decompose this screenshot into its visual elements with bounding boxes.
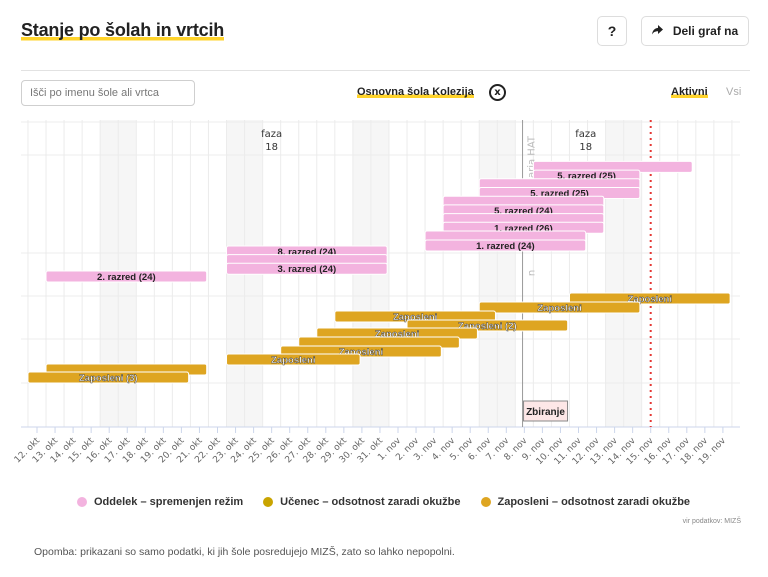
weekend-band (479, 120, 498, 427)
share-label: Deli graf na (672, 24, 739, 38)
share-button[interactable]: Deli graf na (641, 16, 749, 46)
legend-dot-ucenec (263, 497, 274, 507)
bar-label: Zaposleni (375, 329, 419, 340)
chart-legend: Oddelek – spremenjen režim Učenec – odso… (77, 496, 690, 508)
bar-rect (424, 239, 587, 252)
bar-label: 5. razred (24) (494, 206, 553, 217)
bar-rect (478, 301, 641, 314)
bar-rect (226, 262, 388, 275)
bar-label: Zaposleni (628, 294, 672, 305)
weekend-band (497, 120, 516, 427)
legend-item-oddelek[interactable]: Oddelek – spremenjen režim (77, 496, 243, 508)
footnote: Opomba: prikazani so samo podatki, ki ji… (34, 546, 455, 558)
bar-rect (568, 292, 731, 305)
legend-item-zaposleni[interactable]: Zaposleni – odsotnost zaradi okužbe (480, 496, 691, 508)
bar-label: 1. razred (24) (476, 241, 535, 252)
bar-label: 2. razred (24) (97, 272, 156, 283)
bar-label: 5. razred (25) (557, 171, 616, 182)
bar-oddelek[interactable]: 2. razred (24) (45, 270, 208, 283)
close-circle-icon[interactable]: x (489, 84, 506, 101)
bar-zaposleni[interactable]: Zaposleni (316, 327, 478, 340)
phase-number: 18 (265, 142, 278, 153)
legend-label: Oddelek – spremenjen režim (94, 496, 244, 508)
hat-line-label-fragment: n (527, 270, 538, 276)
legend-dot-oddelek (77, 497, 87, 507)
legend-item-ucenec[interactable]: Učenec – odsotnost zaradi okužbe (263, 496, 461, 508)
bar-label: 8. razred (24) (278, 247, 337, 258)
search-input[interactable] (21, 80, 195, 106)
bar-label: Zaposleni (271, 355, 315, 366)
bar-zaposleni[interactable]: Zaposleni (568, 292, 731, 305)
help-button[interactable]: ? (597, 16, 627, 46)
bar-label: Zaposleni (2) (458, 321, 517, 332)
bar-label: Zaposleni (339, 347, 383, 358)
data-source: vir podatkov: MIZŠ (682, 518, 741, 525)
phase-number: 18 (579, 142, 592, 153)
bar-zaposleni[interactable]: Zaposleni (478, 301, 641, 314)
bar-label: 3. razred (24) (278, 264, 337, 275)
bar-zaposleni[interactable]: Zaposleni (334, 310, 496, 323)
bar-label: 1. razred (26) (494, 223, 553, 234)
share-arrow-icon (651, 24, 663, 38)
legend-dot-zaposleni (480, 497, 491, 507)
hat-line-label: aria HAT (527, 135, 538, 178)
selected-school-label: Osnovna šola Kolezija (357, 86, 474, 98)
divider (21, 70, 750, 71)
bar-zaposleni[interactable]: Zaposleni (3) (27, 371, 190, 384)
bar-rect (45, 270, 208, 283)
bar-oddelek[interactable]: 3. razred (24) (226, 262, 388, 275)
bar-label: Zaposleni (393, 312, 437, 323)
bar-label: 5. razred (25) (530, 189, 589, 200)
bar-rect (226, 353, 361, 366)
bar-oddelek[interactable]: 1. razred (24) (424, 239, 587, 252)
filter-all-toggle[interactable]: Vsi (726, 86, 742, 98)
collection-flag-label: Zbiranje (526, 407, 565, 418)
bar-rect (27, 371, 190, 384)
bar-label: Zaposleni (537, 303, 581, 314)
collection-flag (523, 400, 569, 422)
legend-label: Učenec – odsotnost zaradi okužbe (280, 496, 461, 508)
legend-label: Zaposleni – odsotnost zaradi okužbe (497, 496, 691, 508)
filter-active-toggle[interactable]: Aktivni (671, 86, 708, 98)
bar-label: Zaposleni (3) (79, 373, 138, 384)
phase-label: faza (575, 129, 596, 140)
bar-zaposleni[interactable]: Zaposleni (226, 353, 361, 366)
phase-label: faza (261, 129, 282, 140)
page-title: Stanje po šolah in vrtcih (21, 20, 225, 42)
